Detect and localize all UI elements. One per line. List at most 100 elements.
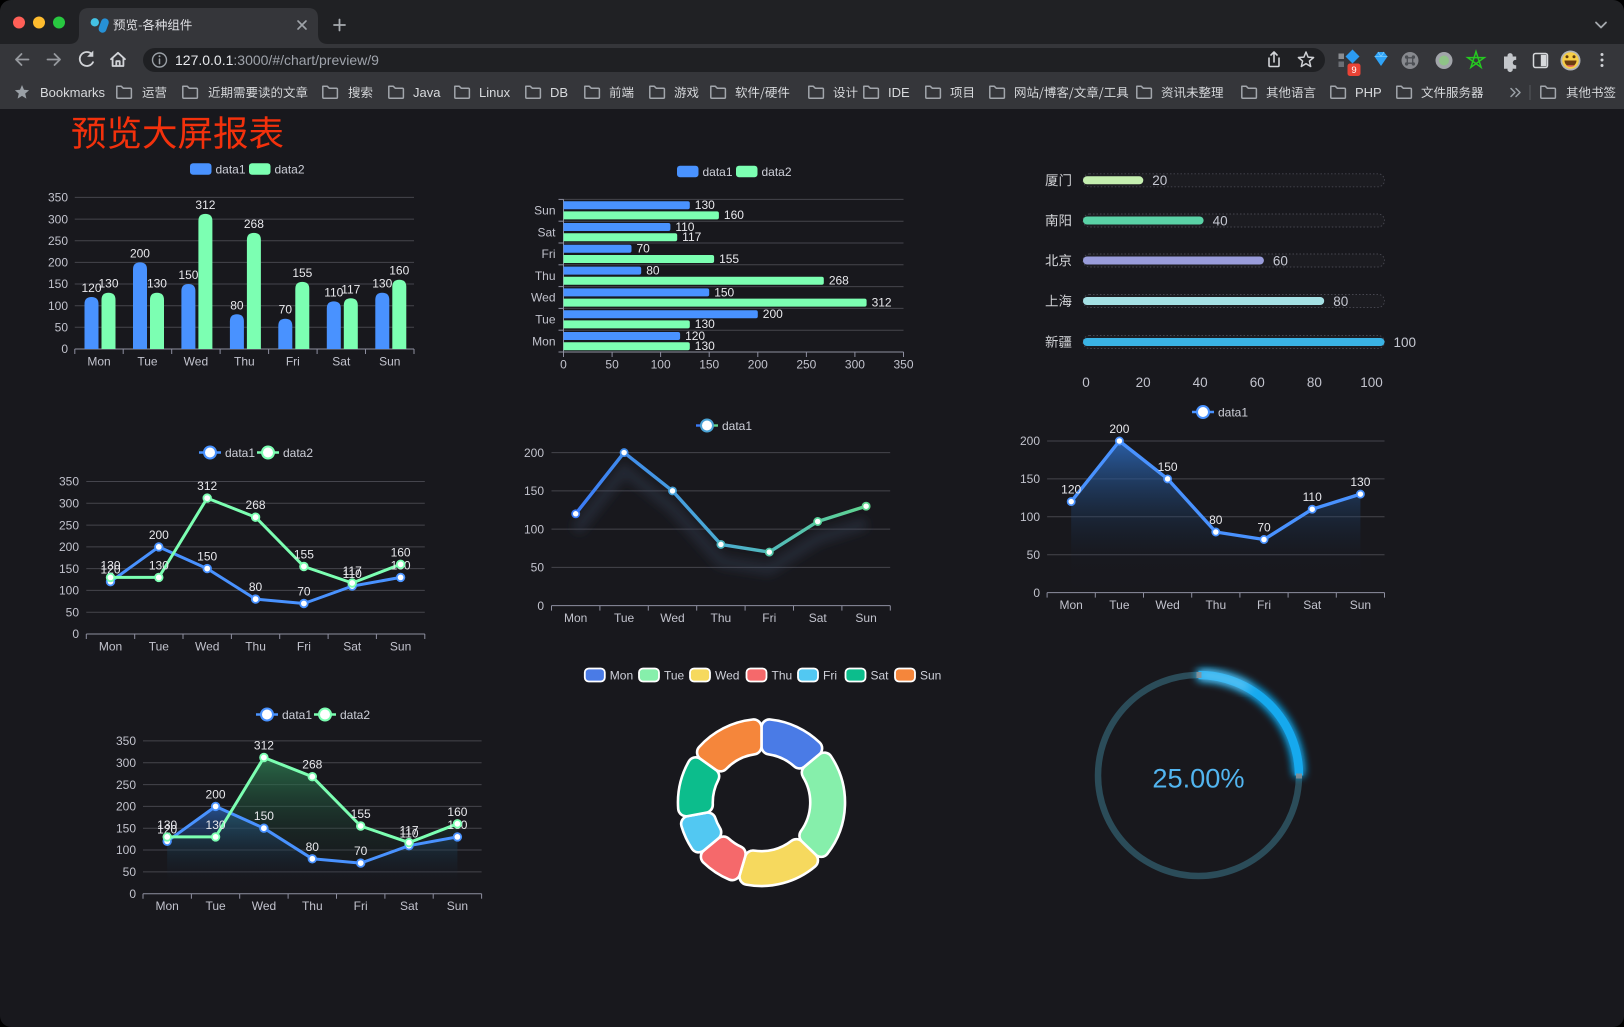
svg-text:110: 110	[1303, 490, 1322, 504]
svg-text:300: 300	[116, 756, 136, 770]
svg-text:60: 60	[1273, 253, 1288, 268]
svg-text:155: 155	[292, 266, 312, 280]
svg-text:110: 110	[324, 285, 343, 299]
svg-text:Sun: Sun	[390, 640, 411, 654]
svg-text:Thu: Thu	[772, 668, 793, 682]
svg-text:40: 40	[1193, 375, 1208, 390]
svg-text:0: 0	[129, 887, 136, 901]
svg-text:110: 110	[343, 567, 362, 581]
svg-text:268: 268	[302, 758, 322, 772]
svg-text:350: 350	[59, 475, 79, 489]
svg-text:Tue: Tue	[664, 668, 685, 682]
svg-text:155: 155	[351, 807, 371, 821]
svg-text:Fri: Fri	[286, 355, 300, 369]
svg-text:120: 120	[1061, 483, 1081, 497]
svg-text:200: 200	[48, 256, 68, 270]
svg-text:130: 130	[206, 818, 226, 832]
svg-text:Thu: Thu	[1205, 598, 1226, 612]
svg-text:data1: data1	[1218, 405, 1248, 419]
svg-text:Sat: Sat	[1303, 598, 1322, 612]
svg-text:Wed: Wed	[252, 899, 276, 913]
svg-text:120: 120	[100, 563, 120, 577]
svg-text:200: 200	[748, 358, 768, 372]
svg-text:Sat: Sat	[332, 355, 351, 369]
svg-text:160: 160	[389, 264, 409, 278]
svg-text:data2: data2	[275, 162, 305, 176]
svg-text:150: 150	[714, 285, 734, 299]
svg-text:Sun: Sun	[855, 611, 876, 625]
svg-text:data1: data1	[703, 165, 733, 179]
svg-text:300: 300	[59, 496, 79, 510]
svg-text:268: 268	[244, 217, 264, 231]
svg-text:70: 70	[279, 303, 293, 317]
svg-text:Fri: Fri	[542, 247, 556, 261]
svg-text:130: 130	[147, 277, 167, 291]
svg-text:Tue: Tue	[149, 640, 170, 654]
svg-text:Mon: Mon	[99, 640, 122, 654]
svg-text:117: 117	[399, 824, 418, 838]
svg-text:150: 150	[48, 277, 68, 291]
svg-text:0: 0	[1033, 586, 1040, 600]
svg-text:130: 130	[695, 198, 715, 212]
svg-text:80: 80	[306, 840, 320, 854]
svg-text:160: 160	[391, 545, 411, 559]
svg-text:Mon: Mon	[1060, 598, 1083, 612]
svg-text:100: 100	[1360, 375, 1383, 390]
svg-text:data2: data2	[283, 446, 313, 460]
svg-text:130: 130	[372, 277, 392, 291]
svg-text:100: 100	[48, 299, 68, 313]
svg-text:50: 50	[55, 321, 69, 335]
svg-text:Sun: Sun	[920, 668, 941, 682]
svg-text:50: 50	[1027, 548, 1041, 562]
svg-text:250: 250	[59, 518, 79, 532]
svg-text:250: 250	[116, 778, 136, 792]
svg-text:0: 0	[537, 599, 544, 613]
svg-text:312: 312	[872, 295, 892, 309]
svg-text:25.00%: 25.00%	[1152, 763, 1244, 794]
svg-text:Mon: Mon	[564, 611, 587, 625]
svg-text:70: 70	[1257, 521, 1271, 535]
svg-text:data2: data2	[762, 165, 792, 179]
svg-text:Java: Java	[413, 85, 441, 100]
svg-text:130: 130	[695, 339, 715, 353]
svg-text:Fri: Fri	[762, 611, 776, 625]
svg-text:312: 312	[197, 479, 217, 493]
svg-text:130: 130	[149, 558, 169, 572]
svg-text:Bookmarks: Bookmarks	[40, 85, 106, 100]
svg-text:Fri: Fri	[823, 668, 837, 682]
svg-text:20: 20	[1152, 173, 1167, 188]
svg-text:200: 200	[524, 446, 544, 460]
svg-text:80: 80	[1307, 375, 1322, 390]
svg-text:200: 200	[116, 800, 136, 814]
svg-text:117: 117	[682, 230, 701, 244]
svg-text:Sun: Sun	[379, 355, 400, 369]
svg-text:80: 80	[1333, 294, 1348, 309]
svg-text:100: 100	[116, 843, 136, 857]
svg-text:150: 150	[178, 268, 198, 282]
svg-text:350: 350	[893, 358, 913, 372]
svg-text:80: 80	[249, 580, 263, 594]
svg-text:350: 350	[48, 191, 68, 205]
svg-text:268: 268	[829, 274, 849, 288]
svg-text:200: 200	[149, 528, 169, 542]
svg-text:50: 50	[605, 358, 619, 372]
svg-text:120: 120	[157, 822, 177, 836]
svg-text:data1: data1	[722, 419, 752, 433]
svg-text:Sat: Sat	[537, 225, 556, 239]
svg-text:Wed: Wed	[531, 291, 555, 305]
svg-text:Sat: Sat	[400, 899, 419, 913]
svg-text:155: 155	[719, 252, 739, 266]
svg-text:200: 200	[1020, 434, 1040, 448]
svg-text:Sat: Sat	[871, 668, 890, 682]
svg-text:Thu: Thu	[535, 269, 556, 283]
svg-text:data1: data1	[282, 708, 312, 722]
svg-text:50: 50	[531, 561, 545, 575]
svg-text:80: 80	[646, 264, 660, 278]
svg-text:150: 150	[116, 821, 136, 835]
svg-text:Tue: Tue	[535, 313, 556, 327]
svg-text:130: 130	[157, 818, 177, 832]
svg-text:Thu: Thu	[245, 640, 266, 654]
svg-text:Tue: Tue	[205, 899, 226, 913]
svg-text:60: 60	[1250, 375, 1265, 390]
svg-text:200: 200	[763, 307, 783, 321]
